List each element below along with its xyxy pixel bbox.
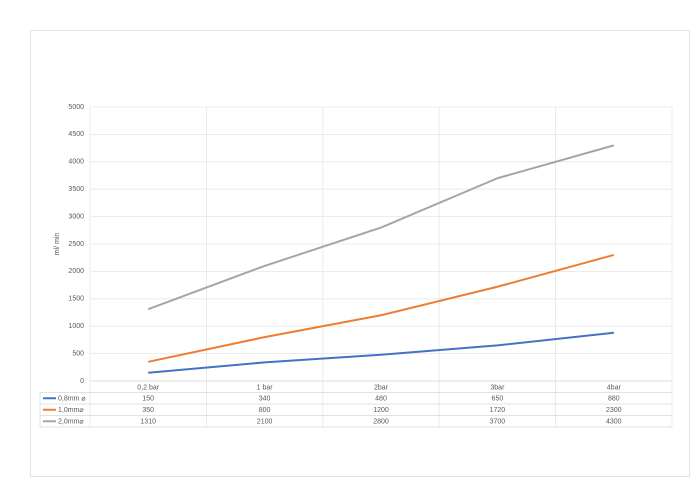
y-tick-label: 1500: [68, 296, 84, 303]
table-cell: 480: [375, 396, 387, 403]
x-tick-label: 2bar: [374, 385, 389, 392]
x-tick-label: 3bar: [490, 385, 505, 392]
table-cell: 880: [608, 396, 620, 403]
table-cell: 340: [259, 396, 271, 403]
table-cell: 1310: [140, 419, 156, 426]
table-cell: 800: [259, 407, 271, 414]
y-tick-label: 4500: [68, 131, 84, 138]
legend-label: 2,0mm⌀: [58, 419, 84, 426]
table-cell: 150: [142, 396, 154, 403]
table-cell: 2300: [606, 407, 622, 414]
table-cell: 2800: [373, 419, 389, 426]
data-line: [148, 331, 614, 374]
legend-label: 1,0mm⌀: [58, 407, 84, 414]
x-tick-label: 0,2 bar: [137, 385, 159, 392]
data-line: [147, 144, 615, 311]
table-cell: 3700: [490, 419, 506, 426]
table-cell: 650: [492, 396, 504, 403]
y-tick-label: 3000: [68, 213, 84, 220]
y-tick-label: 500: [72, 350, 84, 357]
y-tick-label: 1000: [68, 323, 84, 330]
chart-border: [30, 30, 690, 477]
table-cell: 4300: [606, 419, 622, 426]
y-tick-label: 5000: [68, 104, 84, 111]
table-cell: 1200: [373, 407, 389, 414]
x-tick-label: 1 bar: [257, 385, 274, 392]
legend-label: 0,8mm ⌀: [58, 396, 86, 403]
table-cell: 2100: [257, 419, 273, 426]
y-axis-label: ml/ min: [54, 233, 61, 256]
data-line: [147, 253, 615, 363]
table-cell: 350: [142, 407, 154, 414]
y-tick-label: 2500: [68, 241, 84, 248]
y-tick-label: 0: [80, 378, 84, 385]
y-tick-label: 4000: [68, 159, 84, 166]
x-tick-label: 4bar: [607, 385, 622, 392]
y-tick-label: 2000: [68, 268, 84, 275]
table-cell: 1720: [490, 407, 506, 414]
y-tick-label: 3500: [68, 186, 84, 193]
